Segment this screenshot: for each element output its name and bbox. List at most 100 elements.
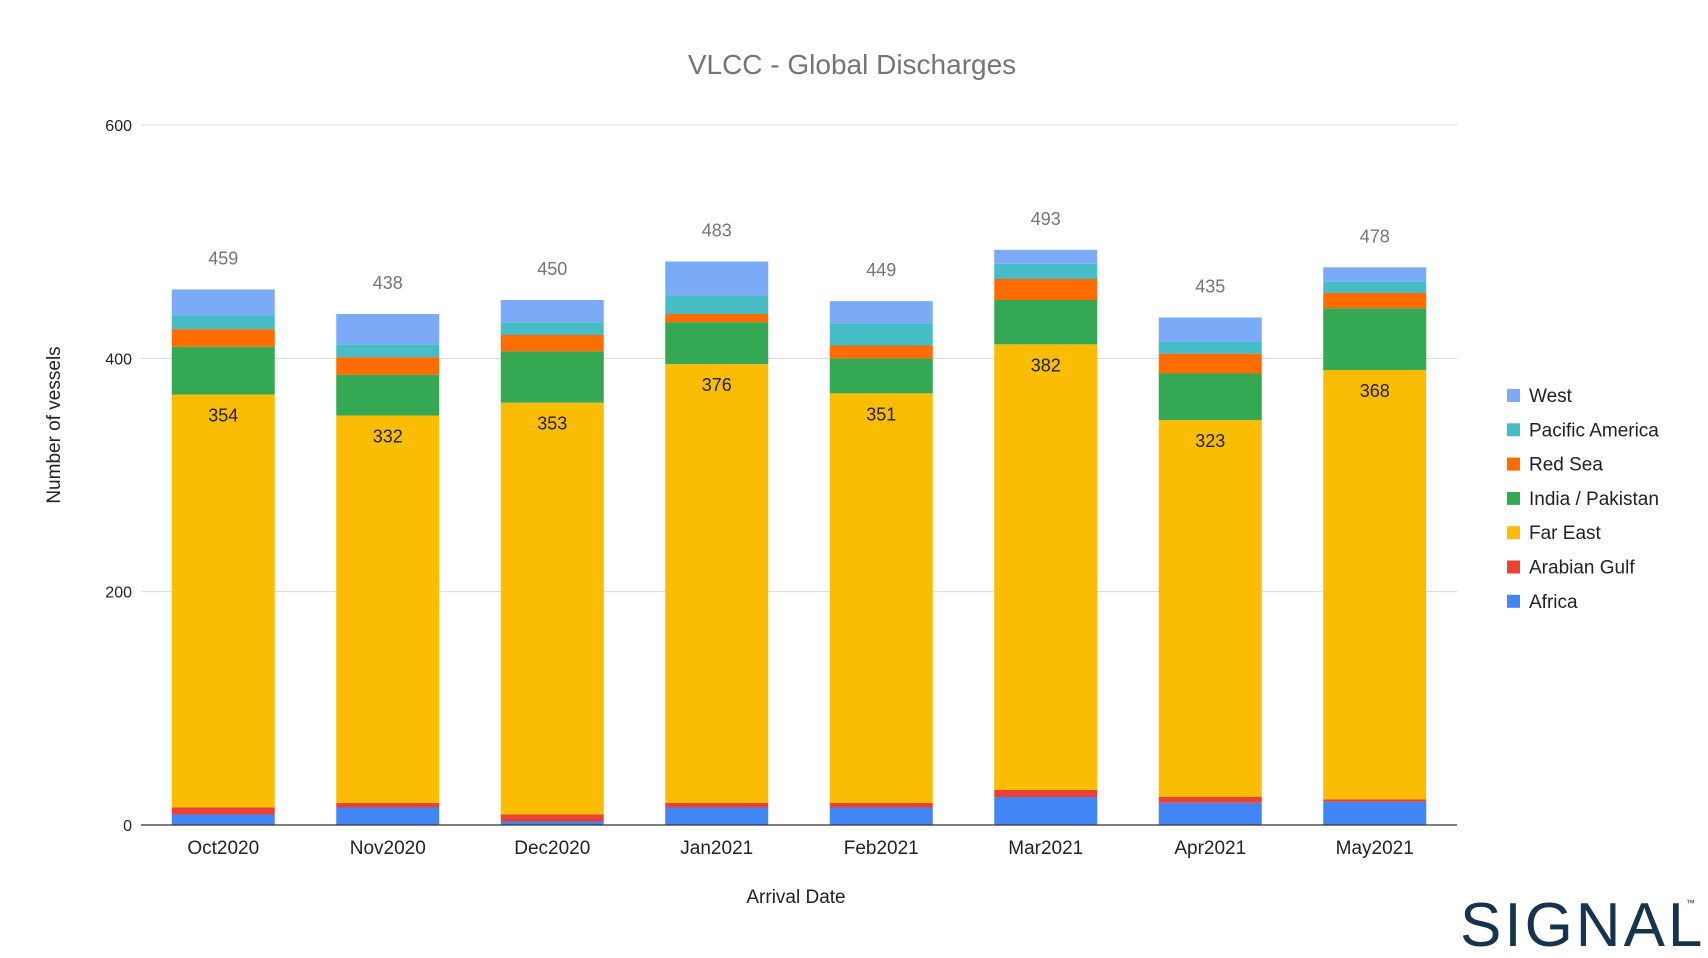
legend-item: Pacific America (1507, 420, 1659, 441)
bar-segment-india-pakistan (1158, 373, 1262, 421)
bar-segment-pacific-america (1158, 342, 1262, 354)
bar-segment-arabian-gulf (829, 802, 933, 808)
logo-text: SIGNAL (1460, 891, 1705, 958)
legend-item: Africa (1507, 592, 1578, 613)
data-labels: 354 459 332 438 353 450 376 483 351 449 382 493 323 4… (208, 209, 1390, 451)
x-tick-label: Jan2021 (680, 838, 753, 859)
total-data-label: 483 (702, 221, 732, 241)
segment-data-label: 354 (208, 406, 238, 426)
bar-segment-west (829, 301, 933, 324)
bar-segment-red-sea (171, 329, 275, 347)
bar-segment-west (1323, 267, 1427, 282)
legend-swatch (1507, 594, 1520, 608)
bar-segment-far-east (336, 415, 440, 803)
bar-segment-red-sea (829, 345, 933, 359)
bar-segment-far-east (171, 394, 275, 808)
bar-segment-west (1158, 317, 1262, 342)
legend-label: Far East (1529, 523, 1602, 544)
bar-segment-africa (171, 814, 275, 825)
bar-segment-africa (500, 821, 604, 825)
x-tick-label: May2021 (1336, 838, 1414, 859)
bar-segment-red-sea (994, 279, 1098, 300)
bar-segment-arabian-gulf (500, 814, 604, 822)
total-data-label: 459 (208, 249, 238, 269)
bar-segment-pacific-america (829, 323, 933, 346)
bar-segment-west (500, 300, 604, 323)
x-tick-label: Feb2021 (844, 838, 919, 859)
bar-segment-pacific-america (1323, 281, 1427, 293)
legend-swatch (1507, 423, 1520, 437)
legend-label: Red Sea (1529, 455, 1603, 476)
bar-segment-red-sea (1158, 353, 1262, 374)
legend-label: Africa (1529, 592, 1578, 613)
bar-segment-arabian-gulf (1323, 799, 1427, 802)
segment-data-label: 382 (1031, 355, 1061, 375)
logo-trademark: ™ (1686, 898, 1695, 908)
bar-segment-india-pakistan (336, 374, 440, 416)
bar-segment-far-east (665, 364, 769, 803)
segment-data-label: 353 (537, 414, 567, 434)
bars (171, 249, 1427, 825)
segment-data-label: 351 (866, 404, 896, 424)
segment-data-label: 323 (1195, 431, 1225, 451)
segment-data-label: 368 (1360, 381, 1390, 401)
x-tick-label: Mar2021 (1008, 838, 1083, 859)
bar-segment-pacific-america (665, 295, 769, 314)
y-tick-label: 400 (105, 351, 132, 368)
chart-title: VLCC - Global Discharges (688, 49, 1016, 80)
bar-segment-arabian-gulf (336, 802, 440, 808)
bar-segment-pacific-america (336, 344, 440, 358)
bar-segment-india-pakistan (665, 322, 769, 365)
bar-segment-pacific-america (500, 322, 604, 335)
bar-segment-india-pakistan (829, 358, 933, 394)
bar-segment-west (336, 314, 440, 345)
x-tick-label: Dec2020 (514, 838, 590, 859)
bar-segment-west (994, 249, 1098, 264)
legend-item: West (1507, 386, 1573, 407)
bar-segment-far-east (994, 344, 1098, 790)
y-axis-ticks: 0 200 400 600 (105, 118, 132, 835)
y-tick-label: 600 (105, 118, 132, 135)
segment-data-label: 332 (373, 427, 403, 447)
legend-item: Far East (1507, 523, 1602, 544)
bar-segment-india-pakistan (994, 300, 1098, 345)
total-data-label: 438 (373, 273, 403, 293)
bar-segment-africa (1158, 802, 1262, 825)
bar-segment-africa (1323, 801, 1427, 825)
bar-segment-arabian-gulf (994, 790, 1098, 797)
bar-segment-far-east (1323, 370, 1427, 800)
segment-data-label: 376 (702, 375, 732, 395)
bar-segment-far-east (829, 393, 933, 803)
y-tick-label: 200 (105, 585, 132, 602)
x-axis-title: Arrival Date (746, 887, 845, 908)
total-data-label: 449 (866, 260, 896, 280)
legend-swatch (1507, 491, 1520, 505)
bar-segment-africa (829, 807, 933, 825)
legend-label: West (1529, 386, 1573, 407)
legend: West Pacific America Red Sea India / Pakist… (1507, 386, 1659, 613)
bar-segment-arabian-gulf (171, 807, 275, 815)
x-tick-label: Oct2020 (187, 838, 259, 859)
bar-segment-india-pakistan (171, 346, 275, 395)
bar-segment-india-pakistan (1323, 308, 1427, 370)
y-axis-title: Number of vessels (44, 346, 65, 503)
legend-label: Arabian Gulf (1529, 558, 1635, 579)
bar-segment-arabian-gulf (1158, 797, 1262, 803)
bar-segment-red-sea (336, 357, 440, 375)
x-axis-ticks: Oct2020 Nov2020 Dec2020 Jan2021 Feb2021 Mar20… (187, 838, 1414, 859)
bar-segment-red-sea (665, 314, 769, 323)
legend-swatch (1507, 526, 1520, 540)
legend-label: India / Pakistan (1529, 489, 1659, 510)
bar-segment-africa (994, 797, 1098, 825)
bar-segment-far-east (1158, 420, 1262, 797)
bar-segment-arabian-gulf (665, 802, 769, 808)
legend-item: Red Sea (1507, 455, 1603, 476)
bar-segment-red-sea (500, 335, 604, 352)
x-tick-label: Nov2020 (350, 838, 426, 859)
total-data-label: 435 (1195, 277, 1225, 297)
legend-swatch (1507, 457, 1520, 471)
legend-swatch (1507, 560, 1520, 574)
bar-segment-far-east (500, 402, 604, 815)
legend-item: India / Pakistan (1507, 489, 1659, 510)
